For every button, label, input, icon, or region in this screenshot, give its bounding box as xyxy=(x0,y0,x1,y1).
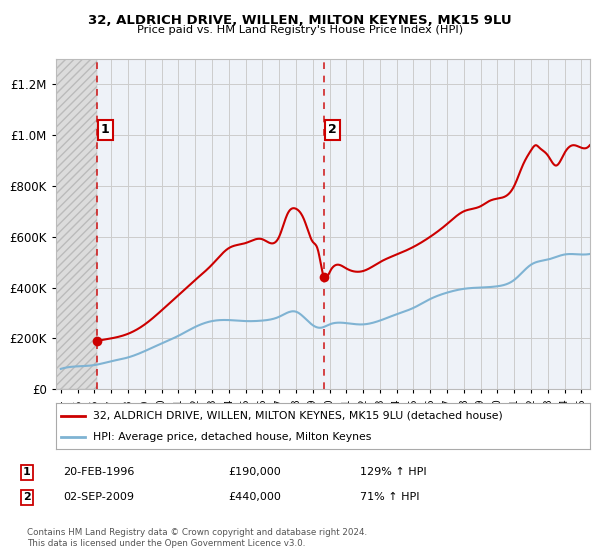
Text: 71% ↑ HPI: 71% ↑ HPI xyxy=(360,492,419,502)
Text: Contains HM Land Registry data © Crown copyright and database right 2024.
This d: Contains HM Land Registry data © Crown c… xyxy=(27,528,367,548)
Text: 02-SEP-2009: 02-SEP-2009 xyxy=(63,492,134,502)
Text: HPI: Average price, detached house, Milton Keynes: HPI: Average price, detached house, Milt… xyxy=(93,432,371,442)
Text: 1: 1 xyxy=(23,467,31,477)
Text: £190,000: £190,000 xyxy=(228,467,281,477)
Text: 1: 1 xyxy=(101,123,110,137)
Text: 2: 2 xyxy=(23,492,31,502)
Text: Price paid vs. HM Land Registry's House Price Index (HPI): Price paid vs. HM Land Registry's House … xyxy=(137,25,463,35)
Text: 2: 2 xyxy=(328,123,337,137)
Bar xyxy=(56,59,97,389)
Text: 20-FEB-1996: 20-FEB-1996 xyxy=(63,467,134,477)
Text: 32, ALDRICH DRIVE, WILLEN, MILTON KEYNES, MK15 9LU: 32, ALDRICH DRIVE, WILLEN, MILTON KEYNES… xyxy=(88,14,512,27)
Text: 32, ALDRICH DRIVE, WILLEN, MILTON KEYNES, MK15 9LU (detached house): 32, ALDRICH DRIVE, WILLEN, MILTON KEYNES… xyxy=(93,410,503,421)
Text: 129% ↑ HPI: 129% ↑ HPI xyxy=(360,467,427,477)
Text: £440,000: £440,000 xyxy=(228,492,281,502)
Bar xyxy=(56,59,97,389)
